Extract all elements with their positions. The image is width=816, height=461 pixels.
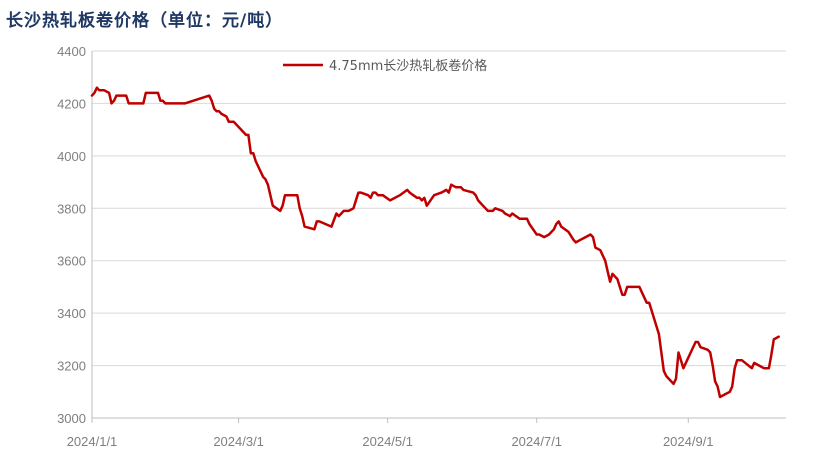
x-tick-label: 2024/9/1 — [663, 434, 714, 449]
legend-label: 4.75mm长沙热轧板卷价格 — [329, 58, 487, 74]
y-tick-label: 3400 — [57, 306, 86, 321]
series-line — [90, 86, 780, 399]
y-tick-label: 4200 — [57, 96, 86, 111]
gridlines — [92, 50, 786, 367]
legend: 4.75mm长沙热轧板卷价格 — [283, 58, 487, 74]
axes — [91, 51, 786, 419]
y-tick-label: 4000 — [57, 149, 86, 164]
x-tick-label: 2024/7/1 — [511, 434, 562, 449]
series-group — [90, 86, 780, 399]
y-axis-ticks: 3000 3200 3400 3600 3800 4000 4200 4400 — [57, 44, 86, 426]
y-tick-label: 3000 — [57, 411, 86, 426]
y-tick-label: 3800 — [57, 201, 86, 216]
y-tick-label: 4400 — [57, 44, 86, 59]
x-axis-ticks: 2024/1/1 2024/3/1 2024/5/1 2024/7/1 2024/9/1 — [67, 418, 714, 449]
x-tick-label: 2024/5/1 — [362, 434, 413, 449]
x-tick-label: 2024/3/1 — [213, 434, 264, 449]
x-tick-label: 2024/1/1 — [67, 434, 118, 449]
chart-title: 长沙热轧板卷价格（单位：元/吨） — [6, 11, 284, 31]
y-tick-label: 3600 — [57, 254, 86, 269]
y-tick-label: 3200 — [57, 359, 86, 374]
